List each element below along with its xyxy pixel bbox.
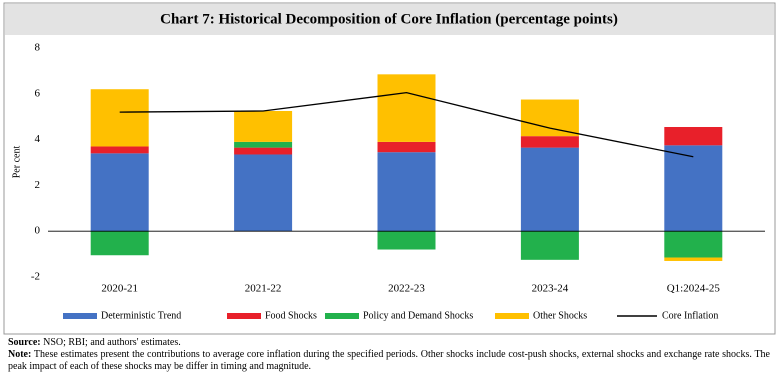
y-axis-label: Per cent	[11, 146, 22, 179]
y-tick-label: 8	[35, 42, 41, 54]
chart: Chart 7: Historical Decomposition of Cor…	[3, 2, 776, 335]
bar-segment	[234, 110, 293, 142]
y-tick-label: 6	[35, 87, 41, 99]
legend-label: Other Shocks	[533, 310, 587, 321]
legend-label: Policy and Demand Shocks	[363, 310, 473, 321]
bar-segment	[234, 154, 293, 232]
notes: Source: NSO; RBI; and authors' estimates…	[8, 337, 770, 373]
legend-label: Food Shocks	[265, 310, 317, 321]
bar-segment	[377, 231, 436, 250]
legend-swatch	[495, 313, 529, 319]
line-series	[119, 91, 694, 158]
legend-swatch	[227, 313, 261, 319]
title-band	[5, 4, 774, 35]
bar-segment	[234, 147, 293, 155]
y-tick-label: -2	[31, 271, 40, 283]
bar-segment	[664, 231, 723, 258]
legend-label: Core Inflation	[662, 310, 718, 321]
bar-segment	[664, 127, 723, 146]
x-tick-label: 2021-22	[245, 283, 282, 295]
bar-segment	[90, 153, 149, 232]
legend-swatch	[63, 313, 97, 319]
legend-label: Deterministic Trend	[101, 310, 181, 321]
bar-segment	[664, 257, 723, 261]
chart-frame	[3, 2, 776, 335]
y-tick-label: 4	[35, 133, 41, 145]
bar-segment	[234, 141, 293, 148]
bar-segment	[377, 141, 436, 153]
bar-segment	[377, 74, 436, 142]
y-tick-label: 0	[35, 225, 41, 237]
note-label: Note:	[8, 349, 32, 360]
source-label: Source:	[8, 337, 41, 348]
bar-segment	[664, 145, 723, 232]
x-tick-label: 2022-23	[388, 283, 425, 295]
bar-segment	[520, 147, 579, 232]
bar-segment	[90, 89, 149, 147]
bar-segment	[90, 146, 149, 154]
x-tick-label: 2020-21	[101, 283, 138, 295]
source-text: NSO; RBI; and authors' estimates.	[43, 337, 181, 348]
x-tick-label: Q1:2024-25	[667, 283, 721, 295]
bar-segment	[520, 136, 579, 148]
note-text: These estimates present the contribution…	[8, 349, 770, 372]
bar-segment	[377, 152, 436, 232]
y-tick-label: 2	[35, 179, 41, 191]
source-line: Source: NSO; RBI; and authors' estimates…	[8, 337, 770, 349]
bar-segment	[520, 231, 579, 260]
legend-swatch	[325, 313, 359, 319]
note-line: Note: These estimates present the contri…	[8, 349, 770, 373]
bar-segment	[520, 99, 579, 137]
x-tick-label: 2023-24	[532, 283, 569, 295]
bar-segment	[90, 231, 149, 256]
chart-title: Chart 7: Historical Decomposition of Cor…	[160, 11, 618, 27]
